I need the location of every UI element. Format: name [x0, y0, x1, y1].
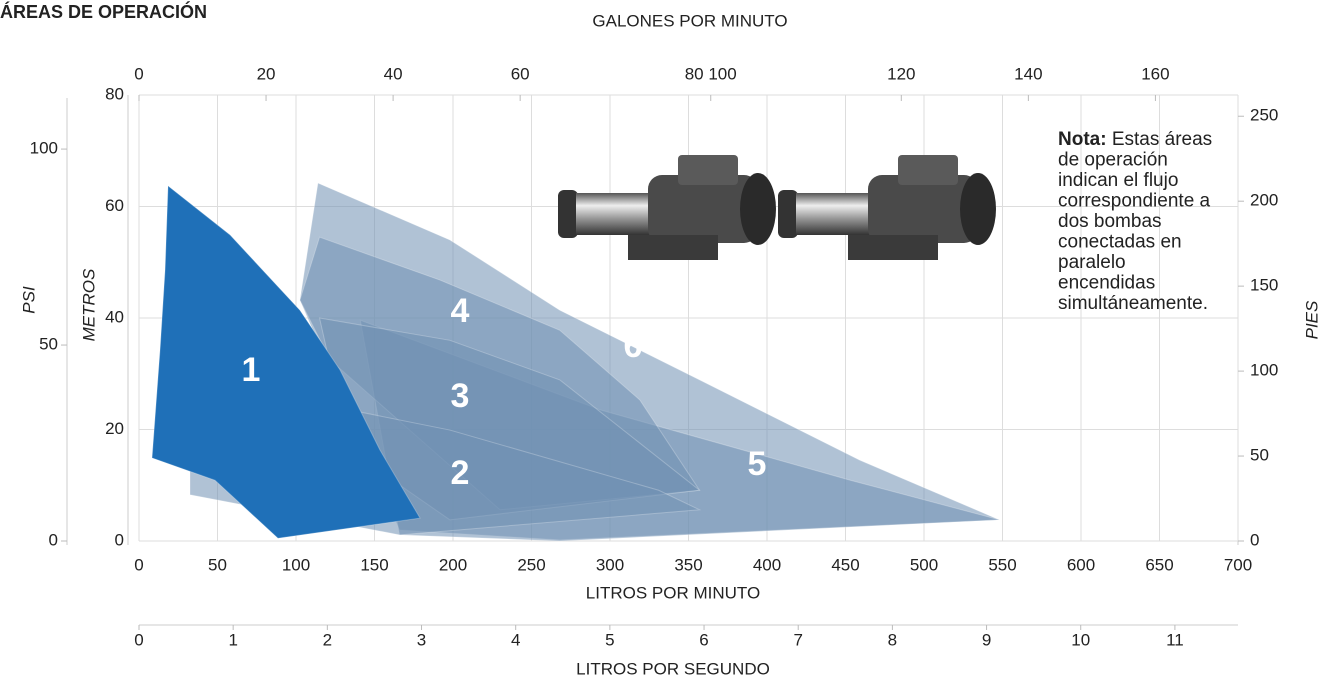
y-tick-label: 60	[105, 196, 124, 215]
x-tick-label: 600	[1067, 555, 1095, 574]
x-tick-label: 100	[282, 555, 310, 574]
x2-tick-label: 80 100	[685, 64, 737, 83]
x3-tick-label: 1	[228, 630, 237, 649]
x3-tick-label: 5	[605, 630, 614, 649]
x-tick-label: 700	[1224, 555, 1252, 574]
note-text: correspondiente a	[1058, 191, 1211, 212]
note-line: paralelo	[1058, 252, 1126, 273]
x3-tick-label: 10	[1071, 630, 1090, 649]
x-tick-label: 400	[753, 555, 781, 574]
x-tick-label: 650	[1145, 555, 1173, 574]
y-tick-label: 80	[105, 84, 124, 103]
note-text: conectadas en	[1058, 232, 1182, 253]
y-tick-label: 40	[105, 307, 124, 326]
y-axis-title: METROS	[79, 268, 98, 341]
x-tick-label: 250	[517, 555, 545, 574]
x-tick-label: 0	[134, 555, 143, 574]
x-tick-label: 450	[831, 555, 859, 574]
y3-tick-label: 50	[39, 335, 58, 354]
note-line: indican el flujo	[1058, 170, 1178, 191]
note-text: encendidas	[1058, 273, 1155, 294]
note-line: correspondiente a	[1058, 191, 1211, 212]
y-tick-label: 20	[105, 419, 124, 438]
note-text: indican el flujo	[1058, 170, 1178, 191]
x-tick-label: 300	[596, 555, 624, 574]
x3-tick-label: 9	[982, 630, 991, 649]
y2-tick-label: 250	[1250, 106, 1278, 125]
y2-axis-title: PIES	[1302, 300, 1321, 339]
x-tick-label: 350	[674, 555, 702, 574]
y2-tick-label: 100	[1250, 361, 1278, 380]
note-text: paralelo	[1058, 252, 1126, 273]
x2-tick-label: 40	[384, 64, 403, 83]
y2-tick-label: 150	[1250, 276, 1278, 295]
note-line: dos bombas	[1058, 211, 1162, 232]
x3-tick-label: 0	[134, 630, 143, 649]
y-tick-label: 0	[115, 530, 124, 549]
note-line: conectadas en	[1058, 232, 1182, 253]
note-line: simultáneamente.	[1058, 293, 1208, 314]
x2-axis-title: GALONES POR MINUTO	[592, 11, 787, 30]
x-tick-label: 150	[360, 555, 388, 574]
x3-tick-label: 2	[323, 630, 332, 649]
x3-tick-label: 7	[793, 630, 802, 649]
x2-tick-label: 0	[134, 64, 143, 83]
note-text: Estas áreas	[1112, 129, 1212, 150]
area-label: 3	[451, 377, 470, 415]
note-line: de operación	[1058, 150, 1168, 171]
note-text: simultáneamente.	[1058, 293, 1208, 314]
x-tick-label: 50	[208, 555, 227, 574]
x2-tick-label: 140	[1014, 64, 1042, 83]
area-label: 1	[242, 351, 261, 389]
y2-tick-label: 200	[1250, 191, 1278, 210]
x-tick-label: 550	[988, 555, 1016, 574]
y2-tick-label: 0	[1250, 530, 1259, 549]
y2-tick-label: 50	[1250, 446, 1269, 465]
x-axis-title: LITROS POR MINUTO	[586, 583, 760, 602]
area-label: 4	[451, 292, 470, 330]
note-line: Nota: Estas áreas	[1058, 129, 1212, 150]
x2-tick-label: 60	[511, 64, 530, 83]
x2-tick-label: 160	[1141, 64, 1169, 83]
x3-tick-label: 3	[417, 630, 426, 649]
y3-tick-label: 100	[30, 139, 58, 158]
x3-tick-label: 11	[1166, 630, 1184, 649]
pump-image	[778, 155, 996, 260]
area-label: 6	[624, 327, 643, 365]
pump-image	[558, 155, 776, 260]
x2-tick-label: 120	[887, 64, 915, 83]
x3-tick-label: 4	[511, 630, 520, 649]
area	[151, 184, 421, 539]
chart-title: ÁREAS DE OPERACIÓN	[0, 1, 207, 22]
area-label: 5	[748, 445, 767, 483]
note-text: de operación	[1058, 150, 1168, 171]
note-line: encendidas	[1058, 273, 1155, 294]
y3-axis-title: PSI	[19, 286, 38, 314]
x-tick-label: 500	[910, 555, 938, 574]
x-tick-label: 200	[439, 555, 467, 574]
area-label: 2	[451, 454, 470, 492]
note-label: Nota:	[1058, 129, 1107, 150]
x3-tick-label: 6	[699, 630, 708, 649]
note-text: dos bombas	[1058, 211, 1162, 232]
x3-axis-title: LITROS POR SEGUNDO	[576, 659, 770, 678]
y3-tick-label: 0	[49, 530, 58, 549]
x2-tick-label: 20	[257, 64, 276, 83]
x3-tick-label: 8	[888, 630, 897, 649]
